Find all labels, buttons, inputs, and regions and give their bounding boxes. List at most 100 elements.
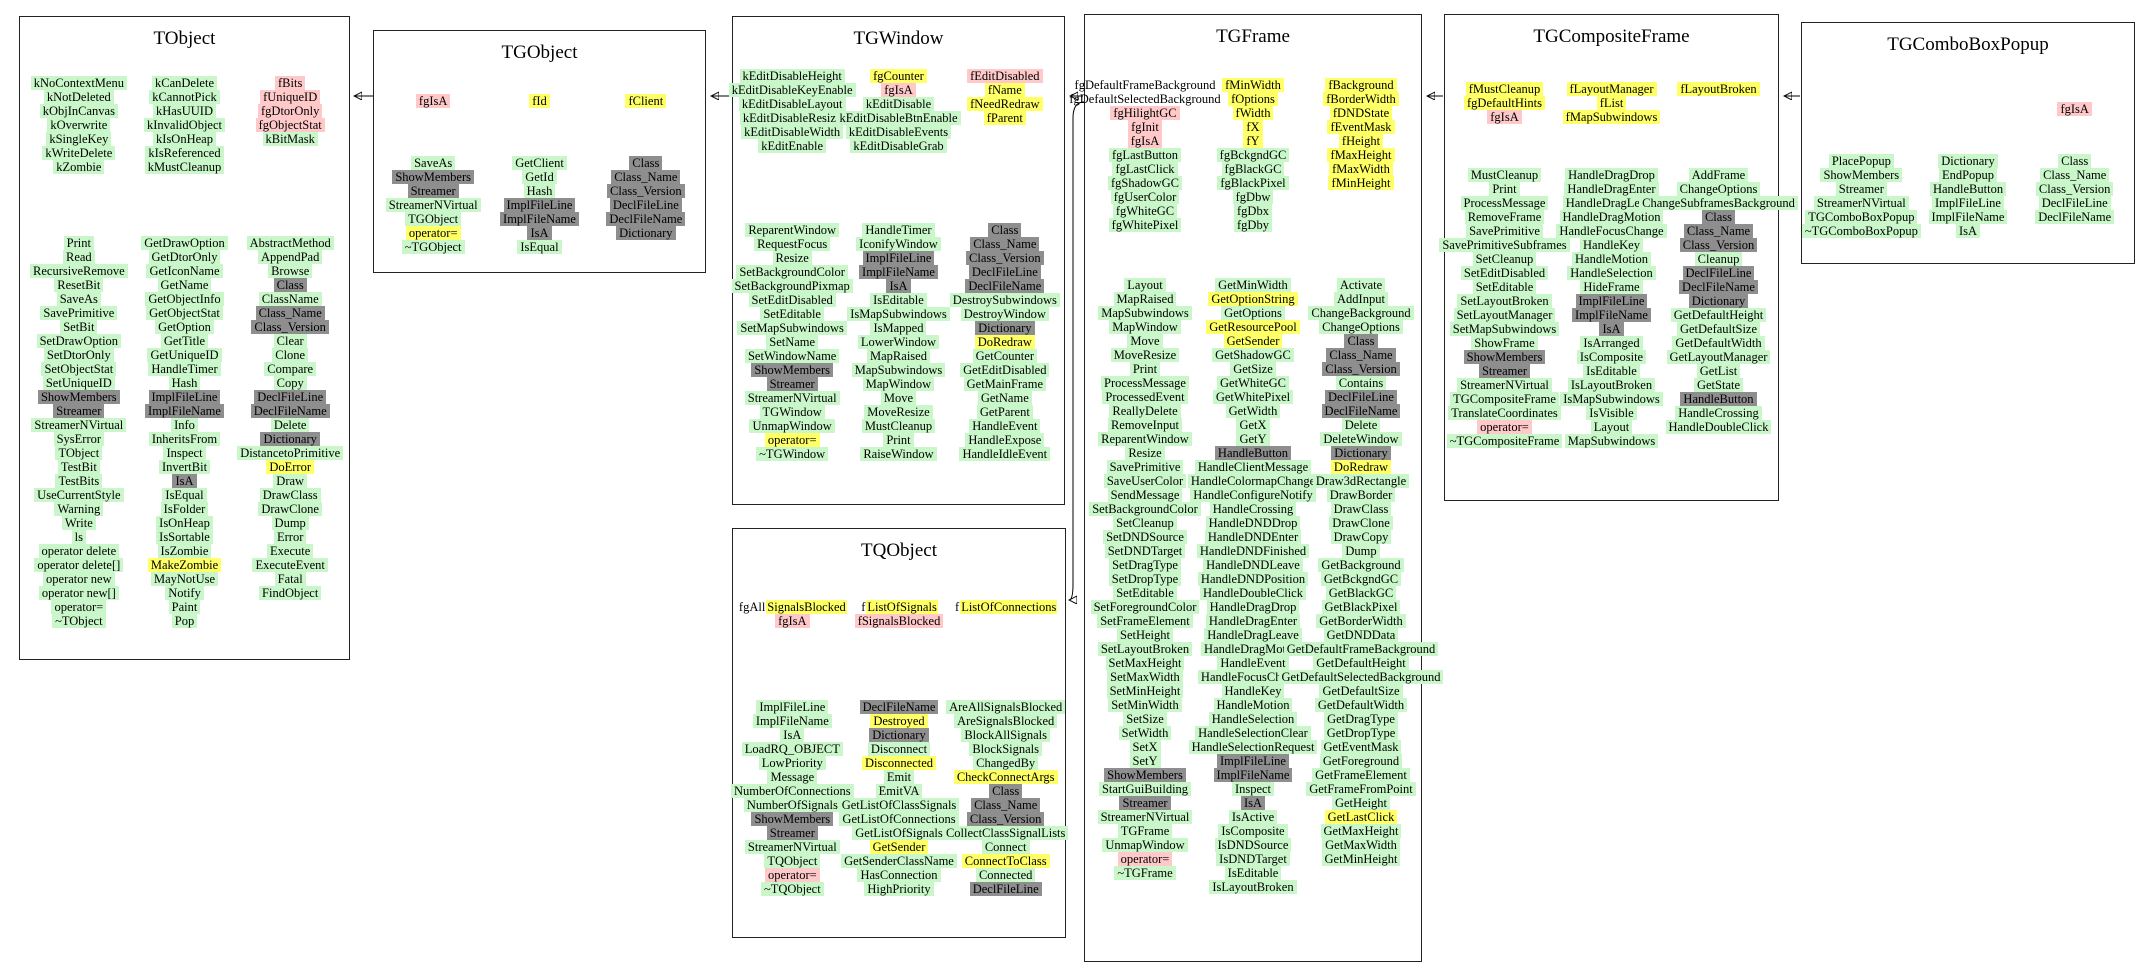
member-cell[interactable]: ReparentWindow bbox=[1098, 432, 1192, 446]
member-cell[interactable]: fId bbox=[529, 94, 550, 108]
member-cell[interactable]: GetY bbox=[1236, 432, 1270, 446]
member-cell[interactable]: IsA bbox=[1599, 322, 1624, 336]
member-cell[interactable]: HandleDNDLeave bbox=[1203, 558, 1303, 572]
member-cell[interactable]: ImplFileLine bbox=[862, 251, 935, 265]
member-cell[interactable]: ChangeSubframesBackground bbox=[1639, 196, 1798, 210]
member-cell[interactable]: TestBits bbox=[55, 474, 103, 488]
member-cell[interactable]: ProcessMessage bbox=[1101, 376, 1189, 390]
member-cell[interactable]: fgUserColor bbox=[1110, 190, 1180, 204]
member-cell[interactable]: GetDefaultWidth bbox=[1314, 698, 1408, 712]
member-cell[interactable]: SaveAs bbox=[56, 292, 101, 306]
member-cell[interactable]: ImplFileLine bbox=[1575, 294, 1648, 308]
member-cell[interactable]: SetX bbox=[1129, 740, 1161, 754]
member-cell[interactable]: GetBckgndGC bbox=[1320, 572, 1402, 586]
member-cell[interactable]: GetDefaultSelectedBackground bbox=[1278, 670, 1444, 684]
member-cell[interactable]: kInvalidObject bbox=[144, 118, 225, 132]
member-cell[interactable]: Execute bbox=[267, 544, 314, 558]
member-cell[interactable]: Dictionary bbox=[1938, 154, 1998, 168]
member-cell[interactable]: operator= bbox=[51, 600, 107, 614]
member-cell[interactable]: ShowMembers bbox=[37, 390, 120, 404]
member-cell[interactable]: Destroyed bbox=[870, 714, 928, 728]
member-cell[interactable]: Layout bbox=[1124, 278, 1166, 292]
member-cell[interactable]: DoRedraw bbox=[1330, 460, 1392, 474]
member-cell[interactable]: ShowMembers bbox=[1820, 168, 1903, 182]
member-cell[interactable]: IsA bbox=[172, 474, 197, 488]
member-cell[interactable]: HandleMotion bbox=[1572, 252, 1651, 266]
member-cell[interactable]: GetDNDData bbox=[1323, 628, 1399, 642]
member-cell[interactable]: ImplFileLine bbox=[1217, 754, 1289, 768]
member-cell[interactable]: kMustCleanup bbox=[144, 160, 225, 174]
member-cell[interactable]: Class bbox=[1344, 334, 1378, 348]
member-cell[interactable]: ShowMembers bbox=[1463, 350, 1546, 364]
member-cell[interactable]: fName bbox=[984, 83, 1025, 97]
member-cell[interactable]: SysError bbox=[53, 432, 105, 446]
member-cell[interactable]: ImplFileName bbox=[1213, 768, 1293, 782]
member-cell[interactable]: DeclFileLine bbox=[969, 882, 1042, 896]
member-cell[interactable]: GetBlackGC bbox=[1325, 586, 1397, 600]
member-cell[interactable]: SetWidth bbox=[1118, 726, 1172, 740]
member-cell[interactable]: RequestFocus bbox=[754, 237, 831, 251]
member-cell[interactable]: kEditEnable bbox=[758, 139, 827, 153]
member-cell[interactable]: Write bbox=[61, 516, 96, 530]
member-cell[interactable]: SetCleanup bbox=[1113, 516, 1177, 530]
member-cell[interactable]: fgBlackGC bbox=[1221, 162, 1285, 176]
member-cell[interactable]: fLayoutBroken bbox=[1677, 82, 1760, 96]
class-title-tgframe[interactable]: TGFrame bbox=[1216, 26, 1290, 47]
member-cell[interactable]: IsMapSubwindows bbox=[847, 307, 950, 321]
member-cell[interactable]: Draw bbox=[273, 474, 308, 488]
member-cell[interactable]: GetFrameElement bbox=[1312, 768, 1410, 782]
member-cell[interactable]: Class_Version bbox=[1679, 238, 1758, 252]
member-cell[interactable]: fgDbx bbox=[1234, 204, 1272, 218]
member-cell[interactable]: Info bbox=[171, 418, 198, 432]
member-cell[interactable]: Dictionary bbox=[869, 728, 929, 742]
member-cell[interactable]: Class bbox=[989, 784, 1023, 798]
member-cell[interactable]: HandleDragDrop bbox=[1206, 600, 1300, 614]
member-cell[interactable]: fLayoutManager bbox=[1566, 82, 1657, 96]
member-cell[interactable]: ~TQObject bbox=[760, 882, 824, 896]
member-cell[interactable]: HandleCrossing bbox=[1209, 502, 1297, 516]
member-cell[interactable]: fNeedRedraw bbox=[967, 97, 1043, 111]
member-cell[interactable]: DrawClass bbox=[259, 488, 321, 502]
member-cell[interactable]: GetBorderWidth bbox=[1316, 614, 1406, 628]
member-cell[interactable]: SaveUserColor bbox=[1103, 474, 1187, 488]
member-cell[interactable]: fgLastButton bbox=[1109, 148, 1181, 162]
member-cell[interactable]: fHeight bbox=[1338, 134, 1384, 148]
member-cell[interactable]: IsEditable bbox=[870, 293, 927, 307]
member-cell[interactable]: DeclFileName bbox=[2035, 210, 2115, 224]
member-cell[interactable]: ImplFileLine bbox=[756, 700, 829, 714]
member-cell[interactable]: TGCompositeFrame bbox=[1450, 392, 1559, 406]
member-cell[interactable]: IsLayoutBroken bbox=[1209, 880, 1297, 894]
member-cell[interactable]: Move bbox=[880, 391, 917, 405]
member-cell[interactable]: ImplFileName bbox=[1572, 308, 1651, 322]
member-cell[interactable]: SetMaxWidth bbox=[1107, 670, 1183, 684]
member-cell[interactable]: fgHilightGC bbox=[1110, 106, 1180, 120]
class-title-tgobject[interactable]: TGObject bbox=[501, 42, 578, 63]
member-cell[interactable]: MoveResize bbox=[1110, 348, 1180, 362]
member-cell[interactable]: fEventMask bbox=[1327, 120, 1395, 134]
member-cell[interactable]: fgIsA bbox=[775, 614, 810, 628]
member-cell[interactable]: Class_Name bbox=[971, 798, 1041, 812]
member-cell[interactable]: ShowFrame bbox=[1471, 336, 1538, 350]
member-cell[interactable]: GetDefaultFrameBackground bbox=[1283, 642, 1439, 656]
member-cell[interactable]: Streamer bbox=[407, 184, 459, 198]
member-cell[interactable]: ResetBit bbox=[54, 278, 104, 292]
member-cell[interactable]: operator new bbox=[43, 572, 115, 586]
member-cell[interactable]: fgInit bbox=[1128, 120, 1162, 134]
member-cell[interactable]: HandleKey bbox=[1221, 684, 1285, 698]
member-cell[interactable]: HandleDNDFinished bbox=[1196, 544, 1310, 558]
member-cell[interactable]: DrawClass bbox=[1330, 502, 1392, 516]
member-cell[interactable]: StartGuiBuilding bbox=[1098, 782, 1192, 796]
member-cell[interactable]: Print bbox=[1129, 362, 1161, 376]
member-cell[interactable]: SetUniqueID bbox=[42, 376, 115, 390]
member-cell[interactable]: SavePrimitive bbox=[1466, 224, 1543, 238]
member-cell[interactable]: InvertBit bbox=[158, 460, 211, 474]
member-cell[interactable]: SetY bbox=[1129, 754, 1161, 768]
member-cell[interactable]: IsZombie bbox=[157, 544, 212, 558]
member-cell[interactable]: GetBlackPixel bbox=[1321, 600, 1401, 614]
member-cell[interactable]: GetMaxWidth bbox=[1322, 838, 1400, 852]
member-cell[interactable]: SavePrimitiveSubframes bbox=[1439, 238, 1570, 252]
member-cell[interactable]: UnmapWindow bbox=[1102, 838, 1188, 852]
member-cell[interactable]: ImplFileName bbox=[1928, 210, 2008, 224]
member-cell[interactable]: HandleTimer bbox=[148, 362, 221, 376]
member-cell[interactable]: IsFolder bbox=[160, 502, 209, 516]
